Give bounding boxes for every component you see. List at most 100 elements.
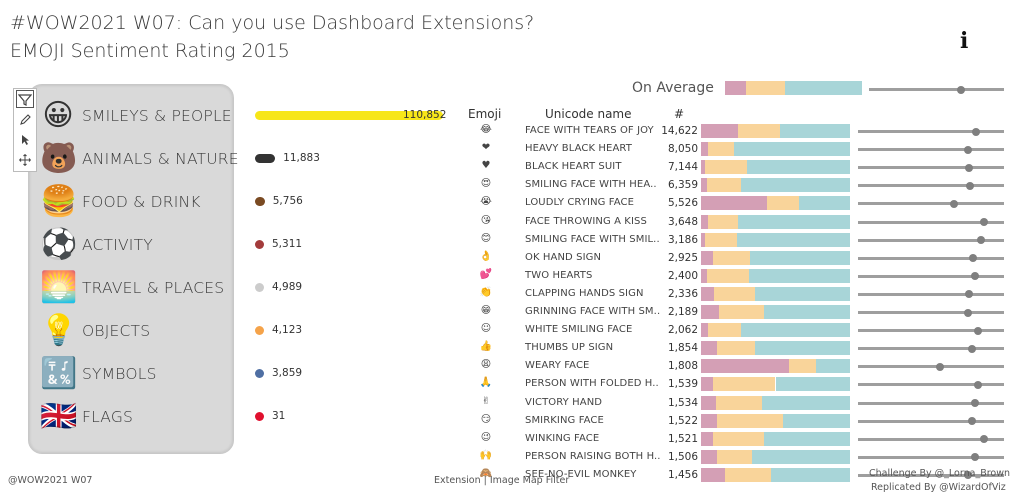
row-unicode-name: THUMBS UP SIGN bbox=[525, 342, 614, 354]
row-positive-segment bbox=[748, 268, 850, 283]
row-emoji: 🙏 bbox=[479, 377, 493, 389]
row-neutral-segment bbox=[708, 214, 739, 229]
category-item[interactable]: 🔣 SYMBOLS bbox=[40, 354, 230, 394]
row-slider-track[interactable] bbox=[858, 220, 1004, 224]
row-slider-handle[interactable] bbox=[935, 362, 944, 371]
row-count: 7,144 bbox=[667, 161, 698, 174]
row-slider-track[interactable] bbox=[858, 383, 1004, 387]
row-negative-segment bbox=[701, 196, 767, 211]
row-emoji: ✌ bbox=[481, 395, 491, 407]
viz-toolbar bbox=[13, 88, 37, 172]
row-negative-segment bbox=[701, 413, 718, 428]
row-slider-track[interactable] bbox=[858, 256, 1004, 260]
row-slider-track[interactable] bbox=[858, 311, 1004, 314]
row-unicode-name: PERSON WITH FOLDED H.. bbox=[525, 378, 659, 390]
row-unicode-name: SMILING FACE WITH SMIL.. bbox=[525, 233, 660, 245]
row-emoji: 💕 bbox=[479, 268, 493, 280]
row-emoji: 😂 bbox=[480, 124, 492, 135]
row-unicode-name: FACE THROWING A KISS bbox=[525, 215, 647, 227]
row-negative-segment bbox=[701, 268, 707, 283]
category-bar[interactable] bbox=[255, 412, 264, 421]
row-neutral-segment bbox=[712, 377, 776, 392]
footer-credit-challenge: Challenge By @_Lorna_Brown bbox=[869, 468, 1011, 479]
category-bar[interactable] bbox=[255, 154, 276, 163]
row-slider-track[interactable] bbox=[858, 347, 1004, 351]
move-icon[interactable] bbox=[16, 151, 34, 169]
row-slider-track[interactable] bbox=[858, 202, 1004, 206]
row-slider-track[interactable] bbox=[858, 184, 1004, 188]
row-slider-track[interactable] bbox=[858, 365, 1004, 369]
row-slider-handle[interactable] bbox=[966, 181, 975, 190]
row-slider-handle[interactable] bbox=[963, 308, 972, 317]
row-slider-handle[interactable] bbox=[970, 399, 979, 407]
category-item[interactable]: 🍔 FOOD & DRINK bbox=[40, 182, 230, 222]
row-neutral-segment bbox=[718, 305, 764, 319]
category-emoji-icon: 🐻 bbox=[40, 141, 78, 176]
row-neutral-segment bbox=[706, 268, 749, 283]
row-unicode-name: WHITE SMILING FACE bbox=[525, 324, 633, 336]
row-positive-segment bbox=[754, 286, 850, 301]
row-positive-segment bbox=[738, 214, 850, 229]
row-positive-segment bbox=[763, 431, 850, 446]
row-slider-track[interactable] bbox=[858, 274, 1004, 278]
category-bar[interactable] bbox=[255, 283, 264, 292]
row-slider-track[interactable] bbox=[858, 329, 1004, 333]
row-slider-handle[interactable] bbox=[973, 380, 982, 389]
row-slider-track[interactable] bbox=[858, 238, 1004, 242]
row-slider-handle[interactable] bbox=[963, 145, 972, 154]
row-slider-track[interactable] bbox=[858, 148, 1004, 152]
row-slider-handle[interactable] bbox=[973, 326, 982, 335]
row-neutral-segment bbox=[712, 431, 764, 446]
row-slider-handle[interactable] bbox=[967, 344, 976, 353]
row-slider-handle[interactable] bbox=[963, 471, 972, 480]
category-bar[interactable] bbox=[255, 369, 264, 378]
category-bar[interactable] bbox=[255, 197, 265, 206]
row-slider-handle[interactable] bbox=[950, 199, 959, 208]
category-label: ACTIVITY bbox=[82, 236, 153, 254]
row-slider-handle[interactable] bbox=[972, 127, 981, 136]
filter-icon[interactable] bbox=[16, 90, 34, 108]
category-item[interactable]: 🇬🇧 FLAGS bbox=[40, 397, 230, 437]
row-slider-track[interactable] bbox=[858, 473, 1004, 477]
page-title: #WOW2021 W07: Can you use Dashboard Exte… bbox=[10, 12, 535, 34]
category-item[interactable]: ⚽ ACTIVITY bbox=[40, 225, 230, 265]
row-unicode-name: BLACK HEART SUIT bbox=[525, 161, 622, 173]
row-count: 1,456 bbox=[667, 468, 698, 481]
row-slider-handle[interactable] bbox=[964, 163, 973, 172]
category-bar-value: 5,311 bbox=[272, 238, 303, 250]
row-slider-handle[interactable] bbox=[969, 254, 978, 263]
row-slider-track[interactable] bbox=[858, 455, 1004, 459]
row-negative-segment bbox=[701, 323, 709, 338]
pencil-icon[interactable] bbox=[16, 111, 34, 129]
row-slider-handle[interactable] bbox=[979, 218, 988, 226]
category-item[interactable]: 💡 OBJECTS bbox=[40, 311, 230, 351]
row-positive-segment bbox=[751, 449, 850, 464]
category-bar-value: 4,123 bbox=[272, 324, 303, 336]
row-unicode-name: SMIRKING FACE bbox=[525, 414, 604, 426]
category-item[interactable]: 🐻 ANIMALS & NATURE bbox=[40, 139, 239, 179]
info-icon[interactable]: i bbox=[960, 28, 969, 54]
category-bar-value: 11,883 bbox=[283, 152, 320, 164]
category-item[interactable]: 😀 SMILEYS & PEOPLE bbox=[40, 96, 231, 136]
row-slider-handle[interactable] bbox=[964, 290, 973, 299]
category-item[interactable]: 🌅 TRAVEL & PLACES bbox=[40, 268, 230, 308]
category-image-map[interactable] bbox=[28, 84, 234, 454]
row-slider-handle[interactable] bbox=[979, 435, 988, 444]
row-slider-track[interactable] bbox=[858, 437, 1004, 441]
row-slider-handle[interactable] bbox=[970, 272, 979, 281]
average-slider-handle[interactable] bbox=[956, 85, 965, 94]
row-slider-handle[interactable] bbox=[967, 417, 976, 426]
row-slider-handle[interactable] bbox=[970, 453, 979, 462]
row-slider-track[interactable] bbox=[858, 130, 1004, 133]
category-bar[interactable] bbox=[255, 111, 443, 120]
row-slider-handle[interactable] bbox=[976, 236, 985, 245]
category-bar[interactable] bbox=[255, 240, 264, 249]
average-slider-track[interactable] bbox=[869, 88, 1004, 91]
row-slider-track[interactable] bbox=[858, 166, 1004, 170]
row-neutral-segment bbox=[714, 286, 755, 301]
row-slider-track[interactable] bbox=[858, 401, 1004, 405]
row-slider-track[interactable] bbox=[858, 292, 1004, 296]
pointer-icon[interactable] bbox=[16, 131, 34, 149]
row-slider-track[interactable] bbox=[858, 419, 1004, 423]
category-bar[interactable] bbox=[255, 326, 264, 335]
